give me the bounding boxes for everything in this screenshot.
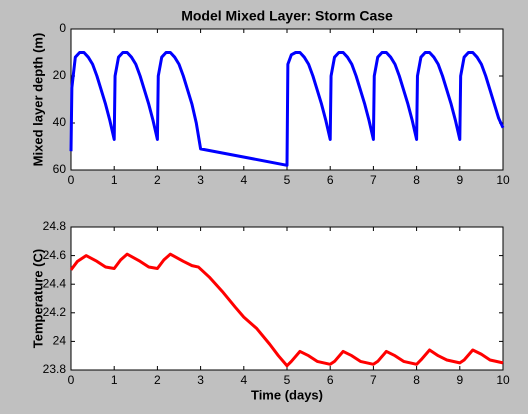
y-tick-label: 24.8 [43, 219, 67, 233]
plot-area [70, 226, 504, 371]
y-tick-label: 40 [53, 115, 67, 129]
x-axis-label: Time (days) [251, 387, 323, 402]
x-tick-label: 1 [111, 373, 118, 387]
y-tick-label: 24.2 [43, 305, 67, 319]
y-tick-label: 24.4 [43, 276, 67, 290]
x-tick-label: 0 [68, 373, 75, 387]
x-tick-label: 8 [413, 173, 420, 187]
x-tick-label: 6 [327, 373, 334, 387]
x-tick-label: 3 [197, 173, 204, 187]
data-line [69, 252, 504, 368]
x-tick-label: 5 [284, 173, 291, 187]
y-tick-label: 60 [53, 162, 67, 176]
y-axis-label: Temperature (C) [30, 249, 45, 348]
x-tick-label: 10 [496, 373, 510, 387]
x-tick-label: 2 [154, 173, 161, 187]
y-tick-label: 24.6 [43, 248, 67, 262]
data-line [69, 51, 505, 167]
x-tick-label: 6 [327, 173, 334, 187]
x-tick-label: 1 [111, 173, 118, 187]
x-tick-label: 7 [370, 373, 377, 387]
x-tick-label: 9 [456, 373, 463, 387]
y-tick-label: 24 [53, 334, 67, 348]
chart-title: Model Mixed Layer: Storm Case [181, 8, 393, 24]
x-tick-label: 8 [413, 373, 420, 387]
x-tick-label: 9 [456, 173, 463, 187]
y-tick-label: 0 [59, 21, 66, 35]
x-tick-label: 5 [284, 373, 291, 387]
y-tick-label: 23.8 [43, 362, 67, 376]
y-tick-label: 20 [53, 68, 67, 82]
x-tick-label: 7 [370, 173, 377, 187]
y-axis-label: Mixed layer depth (m) [30, 33, 45, 167]
x-tick-label: 4 [240, 173, 247, 187]
x-tick-label: 0 [68, 173, 75, 187]
x-tick-label: 10 [496, 173, 510, 187]
x-tick-label: 4 [240, 373, 247, 387]
x-tick-label: 3 [197, 373, 204, 387]
x-tick-label: 2 [154, 373, 161, 387]
